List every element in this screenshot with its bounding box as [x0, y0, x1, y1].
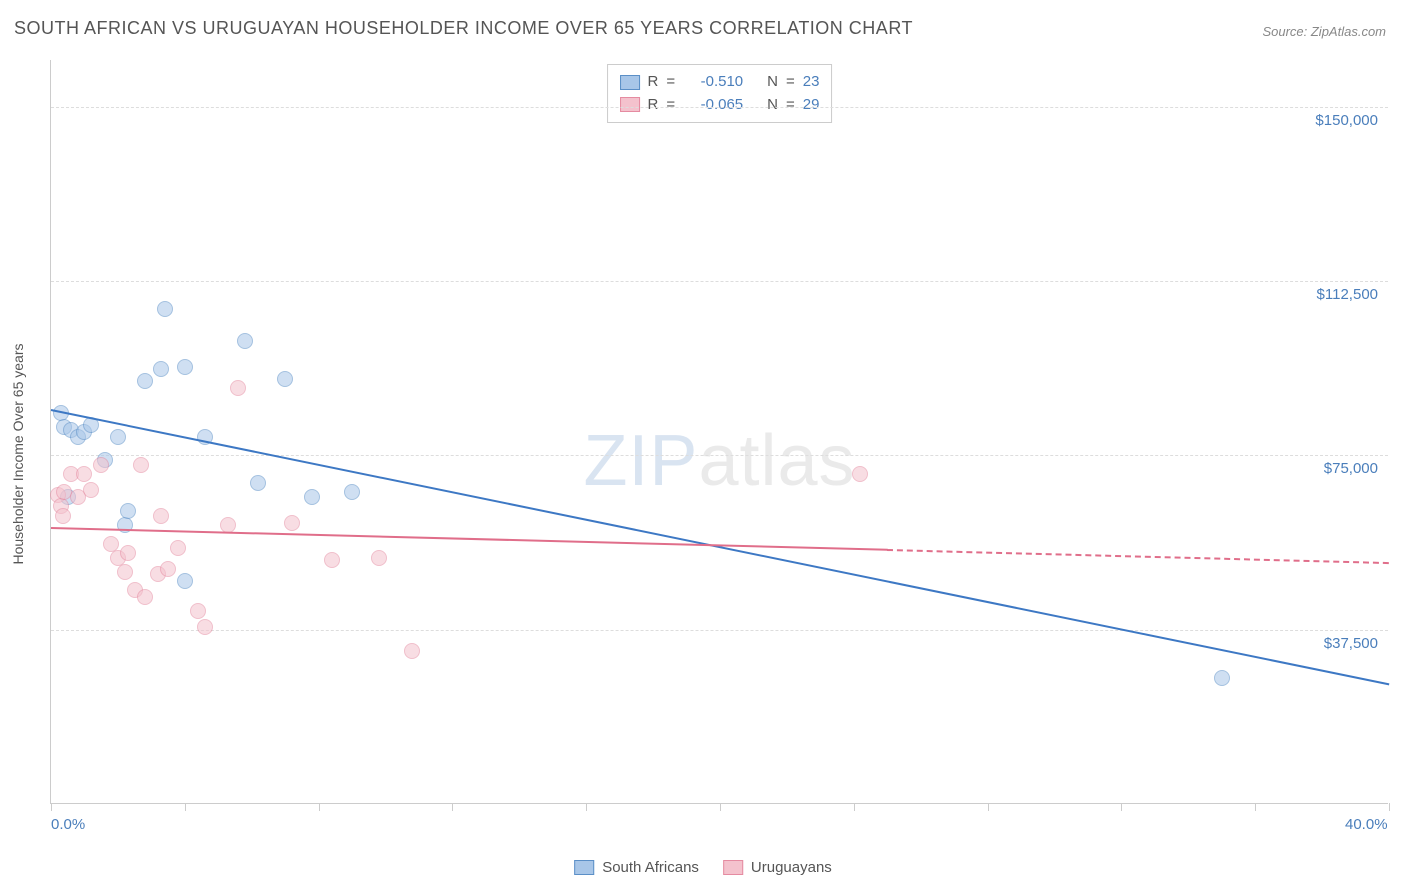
data-point: [177, 359, 193, 375]
x-tick-label: 0.0%: [51, 816, 85, 833]
data-point: [404, 643, 420, 659]
x-tick-mark: [586, 803, 587, 811]
x-tick-mark: [1255, 803, 1256, 811]
gridline: [51, 455, 1388, 456]
data-point: [157, 301, 173, 317]
data-point: [190, 603, 206, 619]
equals: =: [786, 71, 795, 94]
x-tick-mark: [1121, 803, 1122, 811]
stat-value-r: -0.510: [683, 71, 743, 94]
source-attribution: Source: ZipAtlas.com: [1262, 24, 1386, 39]
y-tick-label: $75,000: [1324, 460, 1378, 477]
series-legend: South Africans Uruguayans: [574, 859, 832, 876]
data-point: [852, 466, 868, 482]
stat-label-n: N: [767, 94, 778, 117]
stat-value-n: 23: [803, 71, 820, 94]
data-point: [93, 457, 109, 473]
data-point: [137, 373, 153, 389]
data-point: [117, 564, 133, 580]
gridline: [51, 630, 1388, 631]
equals: =: [666, 94, 675, 117]
data-point: [230, 380, 246, 396]
data-point: [324, 552, 340, 568]
stat-label-r: R: [648, 71, 659, 94]
data-point: [344, 484, 360, 500]
equals: =: [786, 94, 795, 117]
data-point: [137, 589, 153, 605]
equals: =: [666, 71, 675, 94]
trend-line: [51, 409, 1389, 685]
stat-value-r: -0.065: [683, 94, 743, 117]
stat-value-n: 29: [803, 94, 820, 117]
y-tick-label: $112,500: [1317, 286, 1378, 303]
chart-title: SOUTH AFRICAN VS URUGUAYAN HOUSEHOLDER I…: [14, 18, 913, 39]
data-point: [76, 466, 92, 482]
data-point: [120, 545, 136, 561]
watermark-text: ZIPatlas: [583, 420, 855, 502]
data-point: [153, 508, 169, 524]
y-tick-label: $37,500: [1324, 635, 1378, 652]
legend-item: Uruguayans: [723, 859, 832, 876]
x-tick-mark: [51, 803, 52, 811]
data-point: [197, 619, 213, 635]
data-point: [284, 515, 300, 531]
data-point: [304, 489, 320, 505]
legend-item: South Africans: [574, 859, 699, 876]
stat-label-n: N: [767, 71, 778, 94]
legend-label: South Africans: [602, 859, 699, 876]
gridline: [51, 107, 1388, 108]
legend-label: Uruguayans: [751, 859, 832, 876]
correlation-stats-legend: R = -0.510 N = 23 R = -0.065 N = 29: [607, 64, 833, 123]
data-point: [371, 550, 387, 566]
stats-row: R = -0.065 N = 29: [620, 94, 820, 117]
data-point: [55, 508, 71, 524]
x-tick-mark: [452, 803, 453, 811]
x-tick-mark: [720, 803, 721, 811]
legend-swatch: [723, 860, 743, 875]
x-tick-mark: [185, 803, 186, 811]
x-tick-mark: [1389, 803, 1390, 811]
x-tick-mark: [319, 803, 320, 811]
data-point: [177, 573, 193, 589]
x-tick-mark: [988, 803, 989, 811]
y-tick-label: $150,000: [1315, 112, 1378, 129]
data-point: [237, 333, 253, 349]
x-tick-label: 40.0%: [1345, 816, 1388, 833]
data-point: [120, 503, 136, 519]
x-tick-mark: [854, 803, 855, 811]
legend-swatch: [620, 97, 640, 112]
stat-label-r: R: [648, 94, 659, 117]
stats-row: R = -0.510 N = 23: [620, 71, 820, 94]
data-point: [170, 540, 186, 556]
data-point: [250, 475, 266, 491]
data-point: [110, 429, 126, 445]
scatter-chart-area: ZIPatlas R = -0.510 N = 23 R = -0.065 N = 29 $37,50…: [50, 60, 1388, 804]
data-point: [160, 561, 176, 577]
data-point: [277, 371, 293, 387]
legend-swatch: [620, 75, 640, 90]
data-point: [1214, 670, 1230, 686]
y-axis-label: Householder Income Over 65 years: [10, 344, 26, 565]
data-point: [153, 361, 169, 377]
data-point: [83, 482, 99, 498]
trend-line: [887, 549, 1389, 564]
gridline: [51, 281, 1388, 282]
data-point: [133, 457, 149, 473]
legend-swatch: [574, 860, 594, 875]
